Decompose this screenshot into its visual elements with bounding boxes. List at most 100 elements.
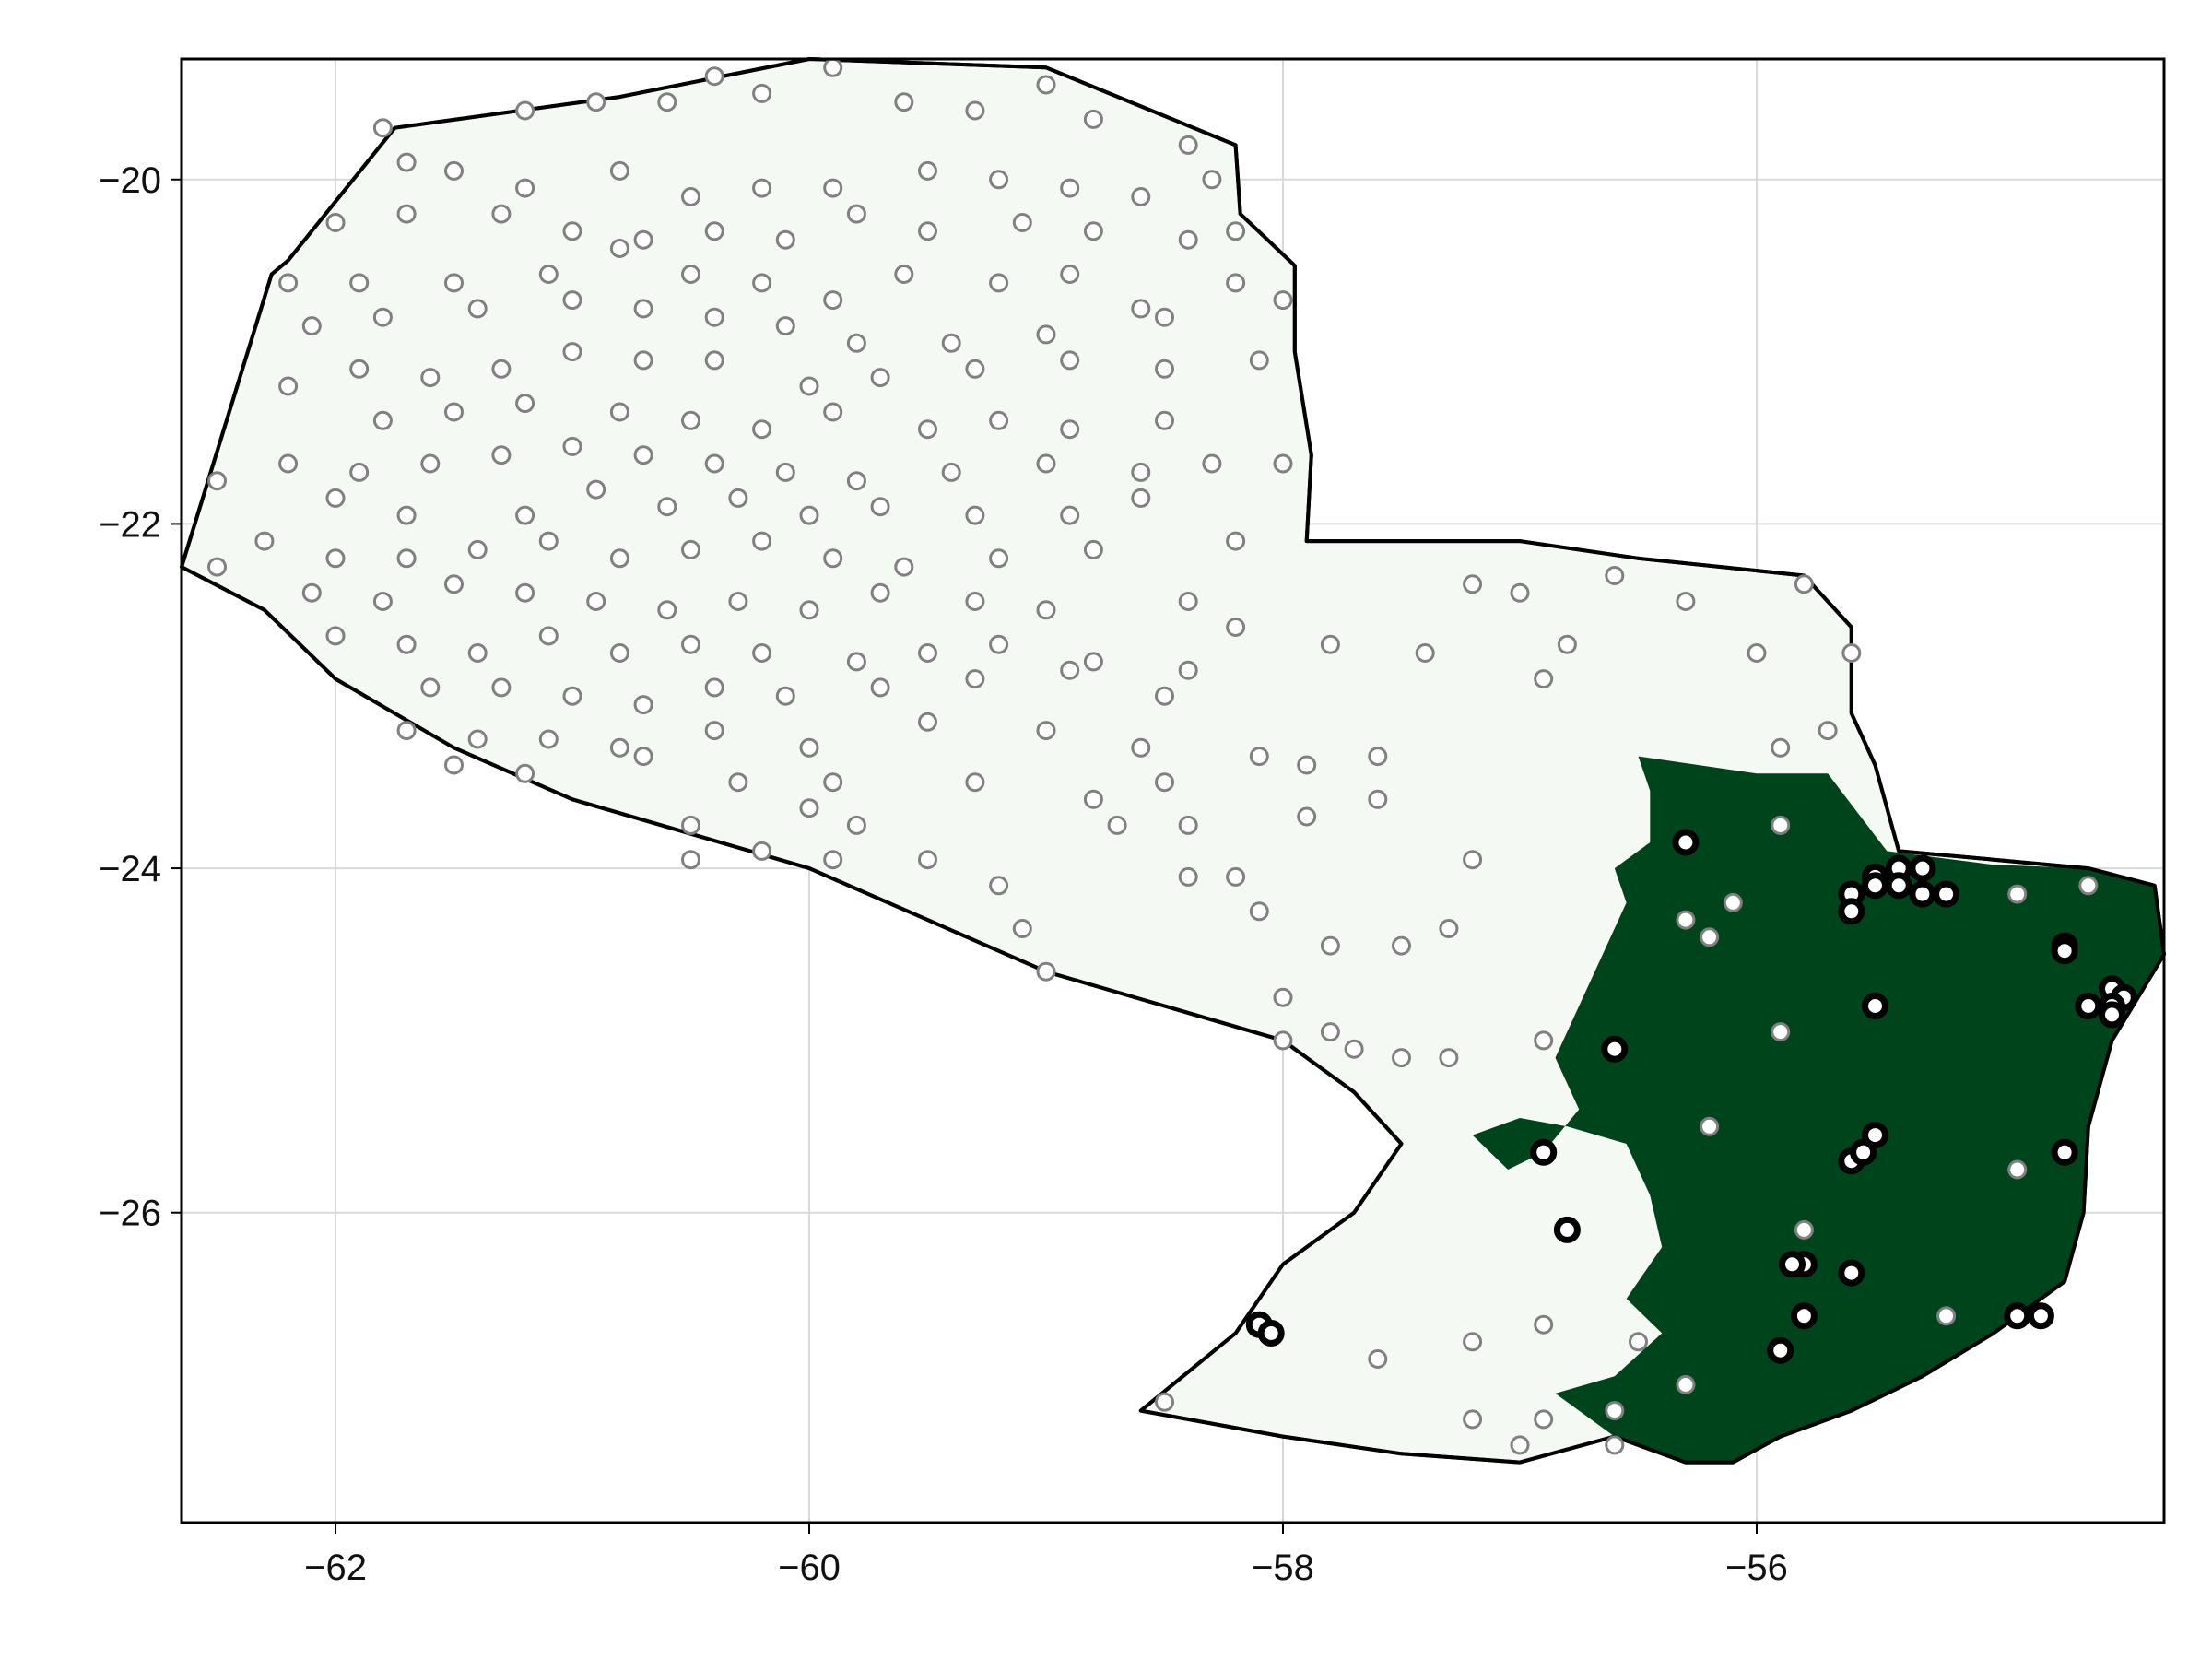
sample-point: [349, 359, 370, 379]
sample-point: [752, 419, 772, 440]
presence-point: [1862, 993, 1888, 1019]
sample-point: [1060, 419, 1080, 440]
sample-points: [207, 57, 2099, 1455]
sample-point: [823, 548, 843, 569]
sample-point: [1036, 453, 1056, 474]
sample-point: [752, 643, 772, 663]
sample-point: [1202, 453, 1222, 474]
sample-point: [846, 333, 866, 353]
presence-point: [1909, 854, 1936, 882]
sample-point: [538, 729, 559, 749]
sample-point: [1155, 307, 1174, 327]
sample-point: [1012, 919, 1032, 938]
sample-point: [1368, 747, 1388, 767]
sample-point: [775, 316, 795, 336]
sample-point: [1320, 935, 1340, 956]
sample-point: [396, 505, 417, 525]
sample-point: [420, 677, 441, 698]
sample-point: [1083, 789, 1103, 809]
sample-point: [1747, 643, 1767, 663]
sample-point: [1036, 600, 1056, 620]
sample-point: [396, 548, 417, 569]
sample-point: [278, 273, 299, 293]
sample-point: [870, 368, 890, 388]
sample-point: [1676, 1375, 1696, 1394]
sample-point: [965, 669, 985, 689]
sample-point: [894, 92, 914, 112]
sample-point: [1771, 815, 1791, 835]
sample-point: [1083, 109, 1103, 129]
sample-point: [823, 772, 843, 793]
forest-cover-area: [1472, 756, 2164, 1463]
y-tick-label: −22: [99, 504, 161, 545]
sample-point: [491, 445, 512, 465]
presence-point: [1838, 898, 1865, 925]
sample-point: [681, 634, 700, 654]
sample-point: [846, 652, 866, 672]
sample-point: [1273, 987, 1293, 1007]
sample-point: [1273, 1030, 1293, 1051]
presence-point: [2004, 1302, 2031, 1330]
sample-point: [538, 265, 559, 284]
sample-point: [728, 488, 748, 508]
sample-point: [562, 221, 582, 241]
sample-point: [444, 402, 464, 422]
sample-point: [207, 557, 227, 577]
sample-point: [965, 772, 985, 793]
sample-point: [420, 453, 441, 474]
sample-point: [1155, 772, 1174, 793]
sample-point: [1344, 1039, 1364, 1059]
sample-point: [681, 850, 700, 870]
sample-point: [1155, 359, 1174, 379]
sample-point: [1320, 1022, 1340, 1042]
sample-point: [1392, 1048, 1411, 1068]
sample-point: [1936, 1306, 1957, 1326]
sample-point: [396, 204, 417, 224]
sample-point: [681, 815, 700, 835]
sample-point: [1534, 1314, 1554, 1335]
sample-point: [1249, 901, 1269, 922]
sample-point: [1226, 221, 1246, 241]
sample-point: [515, 394, 535, 414]
sample-point: [1297, 806, 1317, 827]
presence-point: [1767, 1336, 1794, 1364]
sample-point: [1700, 1116, 1720, 1136]
y-tick-label: −24: [99, 849, 161, 889]
presence-point: [1530, 1138, 1558, 1166]
sample-point: [1676, 910, 1696, 930]
sample-point: [467, 643, 488, 663]
sample-point: [609, 239, 629, 258]
sample-point: [1060, 505, 1080, 525]
sample-point: [491, 204, 512, 224]
sample-point: [1107, 815, 1127, 835]
sample-point: [1178, 815, 1198, 835]
y-tick-label: −26: [99, 1194, 161, 1234]
sample-point: [823, 178, 843, 198]
sample-point: [444, 160, 464, 181]
sample-point: [799, 737, 819, 758]
sample-point: [491, 359, 512, 379]
sample-point: [989, 876, 1009, 896]
sample-point: [1557, 634, 1577, 654]
sample-point: [823, 850, 843, 870]
sample-point: [372, 118, 393, 138]
sample-point: [1083, 539, 1103, 559]
sample-point: [1439, 1048, 1459, 1068]
sample-point: [846, 471, 866, 491]
sample-point: [1036, 961, 1056, 982]
sample-point: [1818, 721, 1838, 741]
sample-point: [965, 100, 985, 121]
sample-point: [989, 410, 1009, 430]
x-tick-label: −56: [1725, 1547, 1788, 1588]
sample-point: [467, 729, 488, 749]
presence-point: [2075, 993, 2102, 1019]
sample-point: [349, 462, 370, 482]
sample-point: [846, 204, 866, 224]
sample-point: [1226, 531, 1246, 551]
sample-point: [1178, 229, 1198, 250]
sample-point: [1131, 488, 1151, 508]
country-layer: [180, 57, 2166, 1465]
sample-point: [1676, 592, 1696, 611]
presence-point: [1885, 872, 1912, 900]
sample-point: [372, 410, 393, 430]
